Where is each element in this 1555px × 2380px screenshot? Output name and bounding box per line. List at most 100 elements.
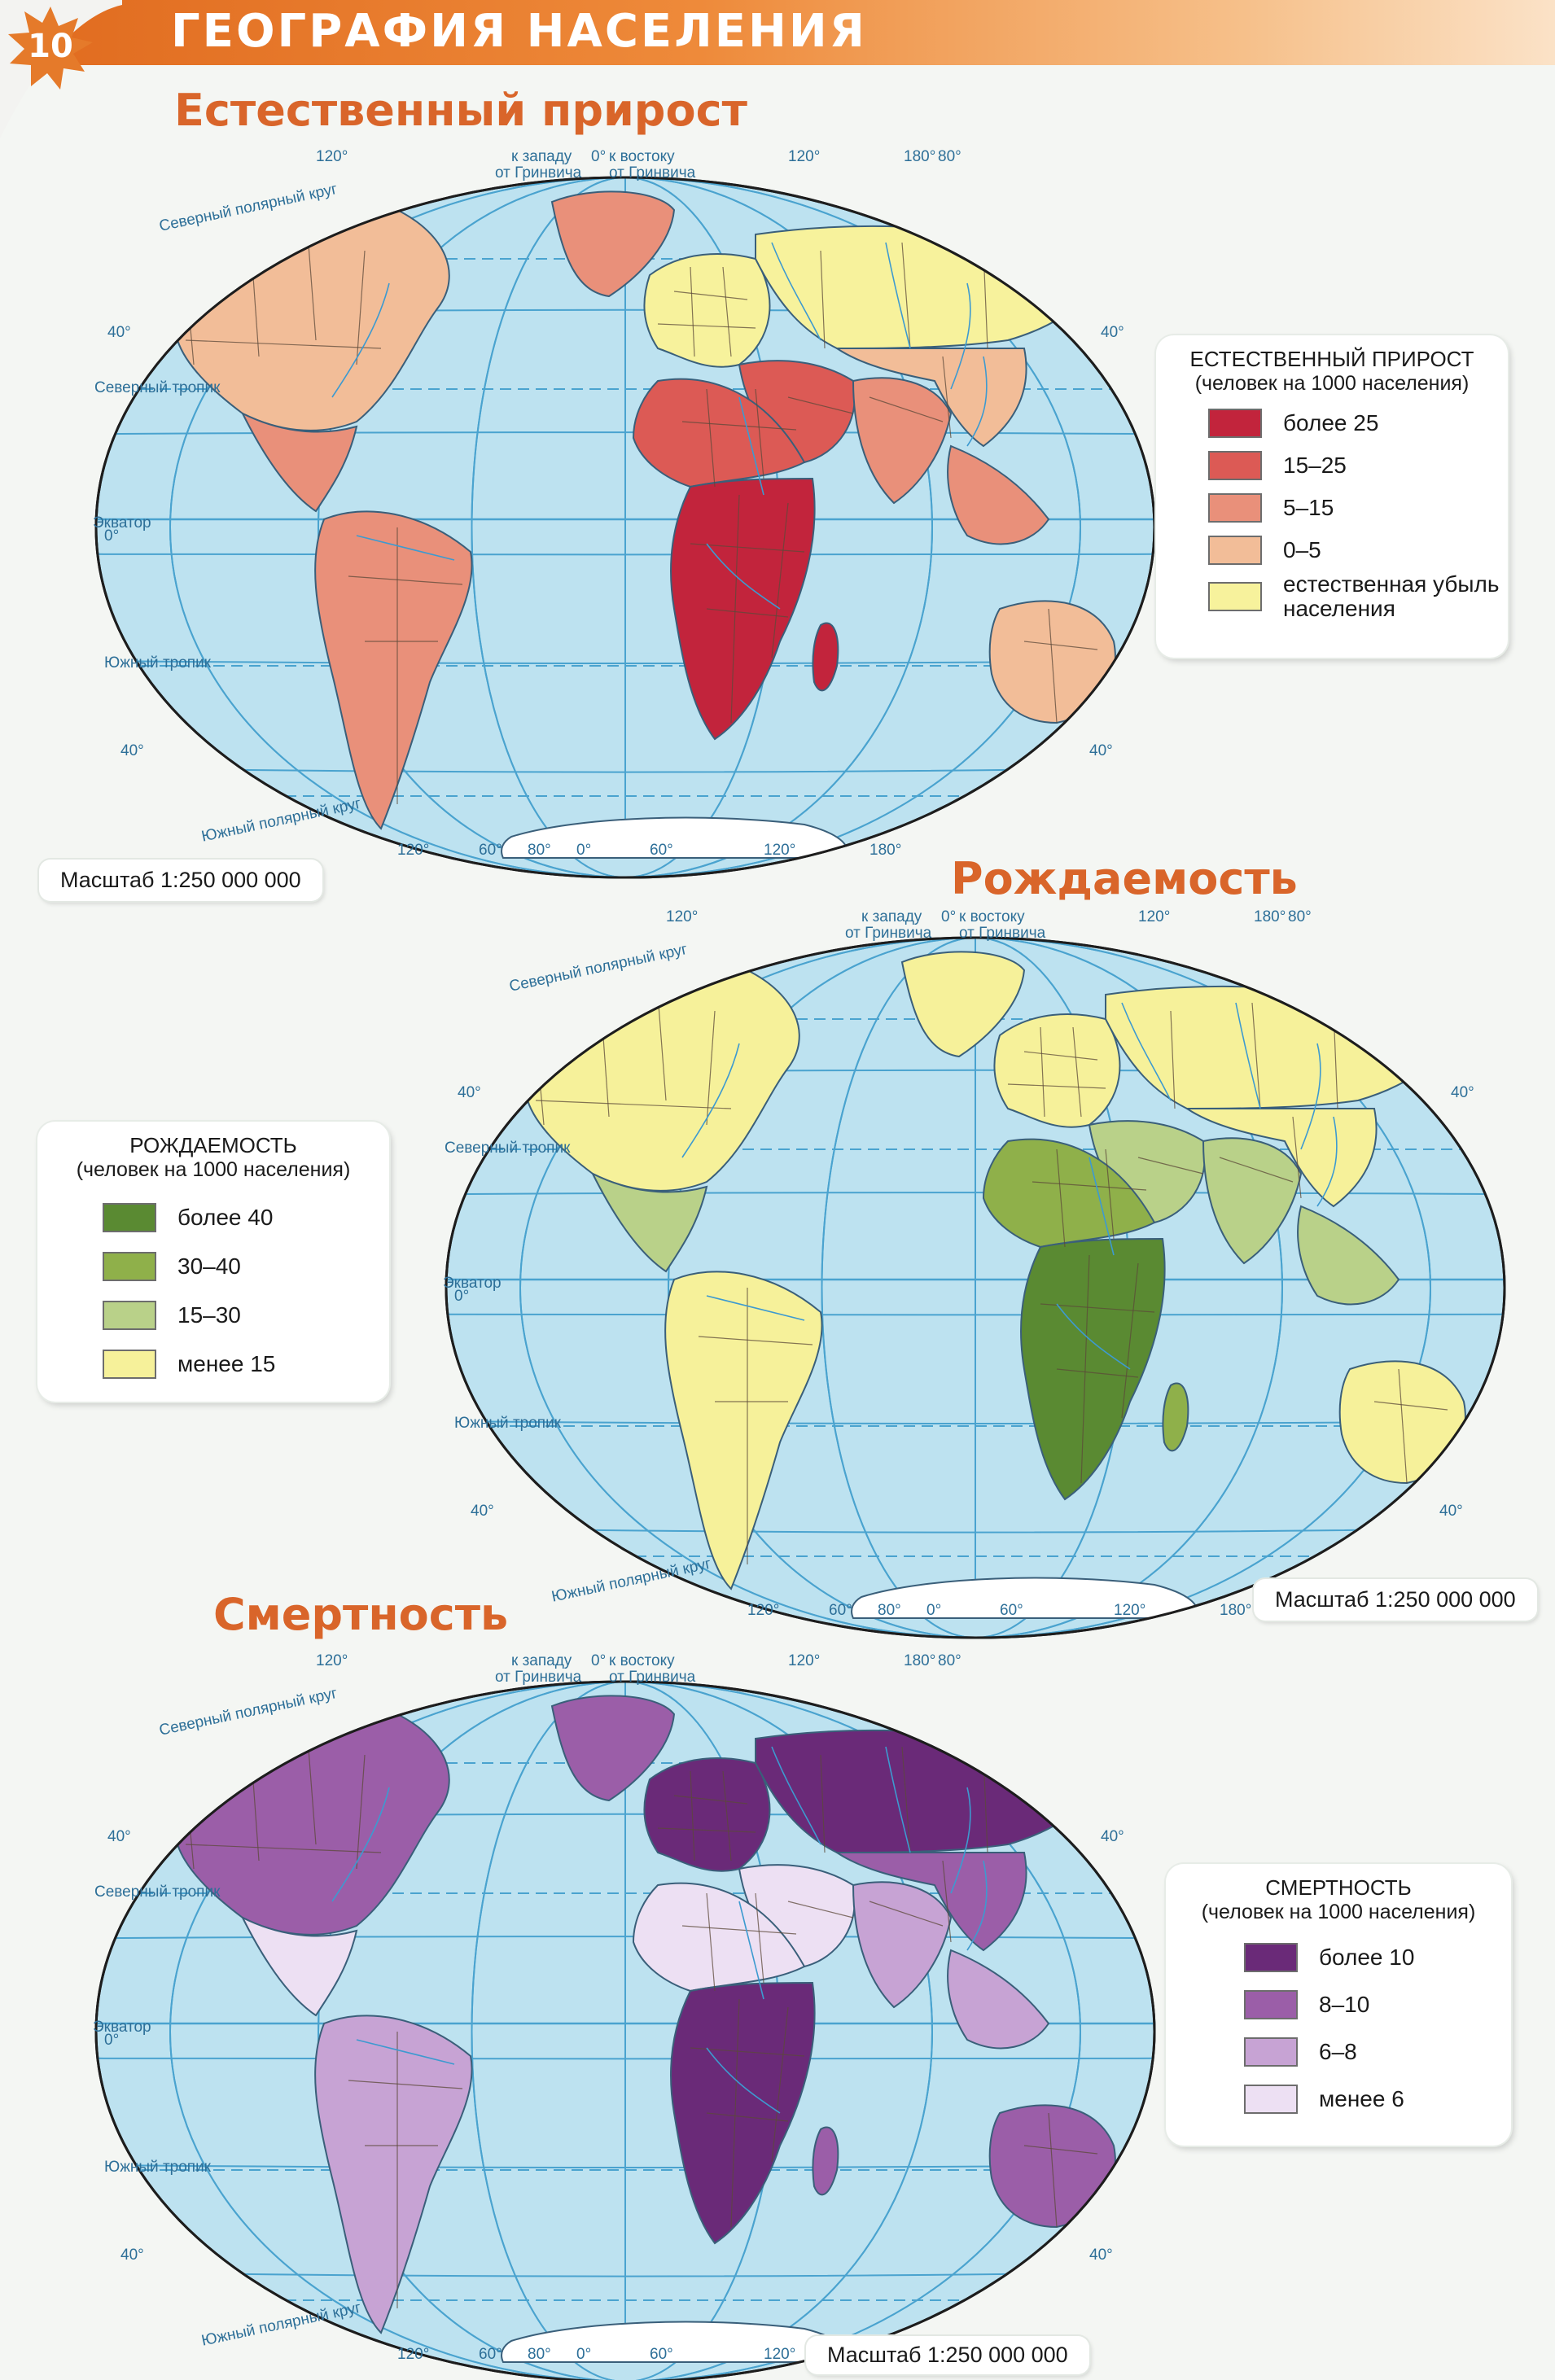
river xyxy=(356,2039,455,2065)
country-border xyxy=(657,323,756,329)
river xyxy=(331,282,390,398)
map-label-tropic-capricorn: Южный тропик xyxy=(104,654,211,672)
map-label-west-of-greenwich: к западу xyxy=(861,908,922,925)
country-border xyxy=(1040,1303,1155,1313)
region-south-asia xyxy=(1202,1137,1303,1265)
region-greenland xyxy=(550,190,676,298)
birth-rate-map: 120° к западу 0° к востоку от Гринвича от Гри… xyxy=(438,908,1513,1639)
country-border xyxy=(1292,1116,1302,1199)
map-label-bottom-lon: 60° xyxy=(829,1602,852,1619)
country-border xyxy=(1032,1181,1147,1191)
country-border xyxy=(185,339,382,349)
river xyxy=(966,1860,988,1951)
map-label-bottom-lon: 120° xyxy=(764,842,796,859)
region-greenland xyxy=(550,1695,676,1802)
country-border xyxy=(869,1901,944,1927)
river xyxy=(885,242,911,349)
region-central-america xyxy=(240,1915,358,2017)
map-label-bottom-lon: 0° xyxy=(576,2346,592,2363)
region-europe xyxy=(643,1757,771,1872)
legend-item: 6–8 xyxy=(1244,2028,1511,2076)
map-label-lat-80: 80° xyxy=(1288,908,1312,925)
country-border xyxy=(1170,1010,1176,1109)
map-label-bottom-lon: 120° xyxy=(747,1602,780,1619)
country-border xyxy=(706,608,789,618)
map-label-equator: Экватор xyxy=(93,2019,151,2036)
map-label-zero-deg: 0° xyxy=(591,1652,607,1669)
map-label-bottom-lon: 60° xyxy=(650,2346,673,2363)
map-label-from-greenwich-e: от Гринвича xyxy=(609,164,696,182)
map-label-lat-80: 80° xyxy=(938,1652,961,1669)
map-label-lon-180: 180° xyxy=(904,1652,936,1669)
river xyxy=(681,1043,740,1158)
region-madagascar xyxy=(812,622,839,692)
map-label-lat-40: 40° xyxy=(1089,2247,1113,2264)
region-central-america xyxy=(590,1171,708,1273)
legend-item: 0–5 xyxy=(1208,529,1508,571)
legend-subtitle: (человек на 1000 населения) xyxy=(1194,372,1470,395)
country-border xyxy=(1048,2112,1058,2228)
map-label-bottom-lon: 120° xyxy=(397,842,430,859)
country-border xyxy=(1056,1148,1066,1248)
map-label-lon-180: 180° xyxy=(1254,908,1286,925)
country-border xyxy=(690,543,805,553)
country-border xyxy=(901,242,911,349)
legend-swatch xyxy=(103,1350,156,1379)
map-label-west-of-greenwich: к западу xyxy=(511,1652,572,1669)
legend-swatch xyxy=(1208,493,1262,523)
map-label-lon-120w: 120° xyxy=(316,148,348,165)
map-label-zero-deg: 0° xyxy=(591,148,607,165)
country-border xyxy=(1219,1157,1294,1183)
region-europe xyxy=(643,253,771,368)
legend-item: 5–15 xyxy=(1208,487,1508,529)
river xyxy=(706,2047,781,2114)
river xyxy=(950,1787,971,1894)
map-label-from-greenwich-w: от Гринвича xyxy=(845,925,932,942)
map-label-bottom-lon: 60° xyxy=(1000,1602,1023,1619)
country-border xyxy=(771,502,789,658)
country-border xyxy=(722,266,732,357)
map-outline xyxy=(94,176,1156,879)
legend-swatch xyxy=(103,1203,156,1232)
legend-item: более 10 xyxy=(1244,1934,1511,1981)
map-label-lat-40: 40° xyxy=(120,2247,144,2264)
river xyxy=(1121,1002,1172,1101)
map-label-bottom-lon: 80° xyxy=(528,842,551,859)
map-label-tropic-capricorn: Южный тропик xyxy=(454,1415,561,1432)
river xyxy=(356,535,455,561)
region-south-america xyxy=(664,1271,823,1590)
map-label-tropic-cancer: Северный тропик xyxy=(94,379,221,396)
country-border xyxy=(535,1100,732,1109)
map-label-lon-120w: 120° xyxy=(666,908,699,925)
map-label-west-of-greenwich: к западу xyxy=(511,148,572,165)
country-border xyxy=(787,396,854,414)
meridian-line xyxy=(519,938,1431,1638)
page-number: 10 xyxy=(28,28,73,65)
map-label-lat-40: 40° xyxy=(1451,1084,1474,1101)
legend-natural-increase: ЕСТЕСТВЕННЫЙ ПРИРОСТ (человек на 1000 на… xyxy=(1156,335,1508,658)
legend-item: более 25 xyxy=(1208,402,1508,444)
map-label-bottom-lon: 120° xyxy=(764,2346,796,2363)
scale-natural-increase: Масштаб 1:250 000 000 xyxy=(39,860,322,901)
legend-mortality: СМЕРТНОСТЬ (человек на 1000 населения) б… xyxy=(1166,1864,1511,2146)
section-title-birth-rate: Рождаемость xyxy=(951,853,1298,904)
map-label-tropic-capricorn: Южный тропик xyxy=(104,2159,211,2176)
country-border xyxy=(1007,1083,1106,1089)
legend-title: СМЕРТНОСТЬ xyxy=(1265,1875,1412,1900)
country-border xyxy=(356,1754,366,1870)
map-label-bottom-lon: 80° xyxy=(878,1602,901,1619)
map-label-lat-40: 40° xyxy=(107,324,131,341)
river xyxy=(771,1746,821,1845)
page-title: ГЕОГРАФИЯ НАСЕЛЕНИЯ xyxy=(171,5,867,58)
legend-label: более 25 xyxy=(1283,410,1379,435)
country-border xyxy=(1072,1026,1082,1118)
country-border xyxy=(1023,1051,1098,1061)
region-antarctica xyxy=(851,1577,1198,1619)
legend-item: менее 6 xyxy=(1244,2076,1511,2123)
country-border xyxy=(942,1860,952,1943)
region-new-zealand xyxy=(1110,2224,1138,2279)
river xyxy=(1235,1002,1261,1109)
river xyxy=(1056,1303,1131,1370)
country-border xyxy=(1137,1157,1204,1175)
mortality-map: 120° к западу 0° к востоку от Гринвича от Гри… xyxy=(88,1652,1163,2380)
